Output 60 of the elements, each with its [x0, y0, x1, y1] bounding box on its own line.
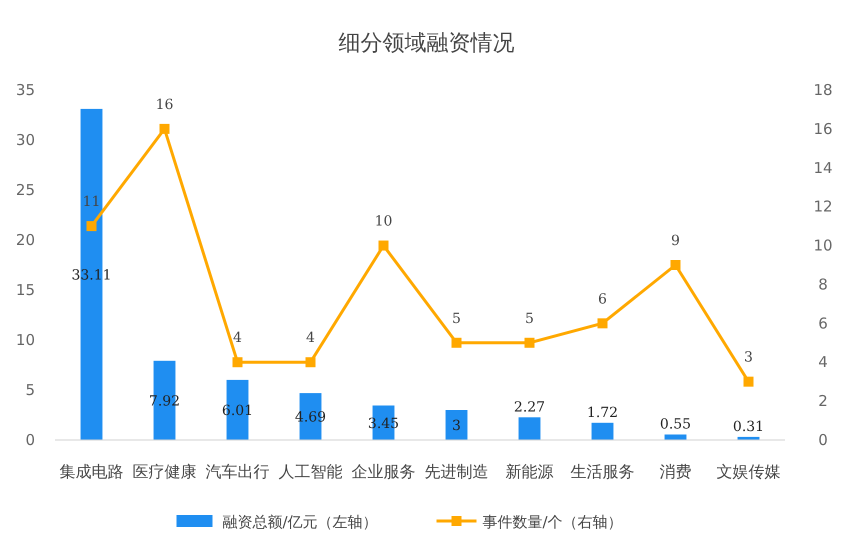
y2-tick-label: 14: [813, 158, 833, 177]
point: [524, 338, 534, 348]
point: [452, 338, 462, 348]
point: [378, 240, 388, 251]
bar: [446, 410, 468, 440]
y2-tick-label: 4: [818, 353, 828, 372]
point: [86, 221, 96, 232]
x-tick-label: 集成电路: [60, 462, 124, 481]
legend-label: 事件数量/个（右轴）: [482, 513, 623, 531]
y-tick-label: 0: [25, 431, 35, 449]
y2-tick-label: 2: [818, 392, 828, 410]
data-label: 1.72: [586, 404, 618, 421]
x-tick-label: 先进制造: [424, 462, 488, 481]
point: [306, 357, 316, 368]
data-label: 4: [233, 330, 242, 346]
y2-tick-label: 10: [813, 236, 833, 255]
data-label: 0.55: [660, 416, 692, 432]
data-label: 10: [374, 214, 392, 230]
x-tick-label: 消费: [660, 462, 692, 481]
data-label: 11: [82, 194, 100, 210]
x-tick-label: 医疗健康: [132, 462, 196, 481]
legend-label: 融资总额/亿元（左轴）: [222, 513, 378, 531]
y2-tick-label: 6: [818, 314, 828, 332]
data-label: 9: [671, 233, 680, 249]
y-tick-label: 25: [16, 181, 35, 199]
point: [160, 124, 170, 134]
data-label: 6: [598, 291, 608, 308]
x-tick-label: 新能源: [506, 462, 554, 481]
data-label: 3: [744, 350, 753, 366]
y2-tick-label: 0: [818, 431, 828, 449]
data-label: 16: [156, 96, 174, 113]
y2-tick-label: 16: [813, 120, 833, 138]
bar: [518, 417, 540, 440]
x-tick-label: 汽车出行: [206, 462, 270, 481]
x-tick-label: 人工智能: [278, 462, 342, 481]
bar: [592, 422, 614, 440]
data-label: 5: [525, 310, 534, 327]
bar: [664, 434, 686, 440]
y-tick-label: 20: [16, 231, 35, 249]
y-tick-label: 35: [16, 81, 35, 99]
y-tick-label: 15: [16, 281, 35, 299]
y-tick-label: 30: [16, 131, 35, 149]
point: [744, 376, 754, 387]
x-tick-label: 企业服务: [352, 462, 416, 481]
y2-tick-label: 18: [813, 81, 833, 99]
data-label: 5: [452, 310, 461, 327]
data-label: 4: [306, 330, 316, 346]
point: [670, 260, 680, 270]
data-label: 0.31: [732, 418, 764, 435]
data-label: 3: [452, 418, 461, 434]
data-label: 2.27: [514, 399, 546, 416]
y-tick-label: 10: [16, 331, 35, 349]
y2-tick-label: 8: [818, 275, 828, 294]
x-tick-label: 文娱传媒: [716, 462, 780, 481]
point: [598, 318, 608, 328]
y-tick-label: 5: [25, 381, 35, 399]
chart-title: 细分领域融资情况: [338, 31, 514, 56]
x-tick-label: 生活服务: [570, 462, 634, 481]
y2-tick-label: 12: [813, 198, 833, 216]
point: [232, 357, 242, 368]
